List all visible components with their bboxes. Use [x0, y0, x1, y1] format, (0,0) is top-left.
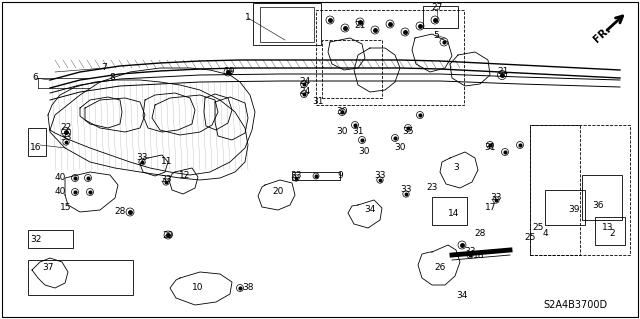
Bar — [545, 190, 585, 225]
Bar — [530, 125, 580, 255]
Text: 25: 25 — [524, 234, 536, 242]
Bar — [432, 197, 467, 225]
Text: 30: 30 — [336, 108, 348, 116]
Text: 33: 33 — [291, 170, 301, 180]
Text: 24: 24 — [300, 78, 310, 86]
Text: 40: 40 — [54, 174, 66, 182]
Text: 31: 31 — [484, 144, 496, 152]
Bar — [28, 230, 73, 248]
Text: S2A4B3700D: S2A4B3700D — [543, 300, 607, 310]
Text: 6: 6 — [32, 73, 38, 83]
Text: 20: 20 — [272, 188, 284, 197]
Bar — [595, 217, 625, 245]
Bar — [292, 172, 340, 180]
Text: 30: 30 — [336, 128, 348, 137]
Text: 33: 33 — [60, 133, 72, 143]
Text: 39: 39 — [568, 205, 580, 214]
Text: 34: 34 — [456, 292, 468, 300]
Text: 8: 8 — [109, 73, 115, 83]
Text: 27: 27 — [431, 4, 443, 12]
Text: 30: 30 — [394, 144, 406, 152]
Text: 25: 25 — [532, 224, 544, 233]
Bar — [28, 128, 46, 156]
Text: 28: 28 — [474, 228, 486, 238]
Text: 11: 11 — [161, 158, 173, 167]
Text: 12: 12 — [179, 172, 191, 181]
Text: FR.: FR. — [591, 24, 612, 44]
Bar — [28, 260, 133, 295]
Text: 36: 36 — [592, 201, 604, 210]
Text: 3: 3 — [453, 164, 459, 173]
Text: 31: 31 — [312, 98, 324, 107]
Text: 33: 33 — [136, 153, 148, 162]
Text: 31: 31 — [352, 128, 364, 137]
Text: 22: 22 — [60, 123, 72, 132]
Text: 16: 16 — [30, 144, 42, 152]
Text: 28: 28 — [115, 207, 125, 217]
Text: 29: 29 — [163, 231, 173, 240]
Text: 24: 24 — [300, 87, 310, 97]
Text: 33: 33 — [464, 248, 476, 256]
Text: 5: 5 — [433, 31, 439, 40]
Text: 40: 40 — [54, 188, 66, 197]
Text: 15: 15 — [60, 203, 72, 211]
Text: 33: 33 — [490, 194, 502, 203]
Text: 21: 21 — [497, 68, 509, 77]
Bar — [423, 6, 458, 28]
Text: 32: 32 — [30, 235, 42, 244]
Bar — [316, 10, 464, 105]
Text: 14: 14 — [448, 209, 460, 218]
Text: 26: 26 — [435, 263, 445, 272]
Text: 1: 1 — [245, 13, 251, 23]
Bar — [530, 125, 630, 255]
Text: 17: 17 — [485, 203, 497, 211]
Text: 18: 18 — [473, 250, 484, 259]
Text: 30: 30 — [358, 147, 370, 157]
Text: 38: 38 — [243, 283, 253, 292]
Text: 7: 7 — [101, 63, 107, 72]
Text: 34: 34 — [364, 205, 376, 214]
Text: 19: 19 — [224, 68, 236, 77]
Text: 33: 33 — [374, 172, 386, 181]
Text: 23: 23 — [426, 183, 438, 192]
Text: 9: 9 — [337, 170, 343, 180]
Text: 4: 4 — [542, 228, 548, 238]
Text: 33: 33 — [400, 186, 412, 195]
Text: 2: 2 — [609, 228, 615, 238]
Bar — [260, 7, 314, 42]
Text: 21: 21 — [355, 21, 365, 31]
Text: 35: 35 — [403, 128, 413, 137]
Text: 10: 10 — [192, 284, 204, 293]
Bar — [253, 3, 321, 45]
Text: 37: 37 — [42, 263, 54, 272]
Text: 13: 13 — [602, 224, 614, 233]
Text: 33: 33 — [160, 175, 172, 184]
Bar — [582, 175, 622, 220]
Bar — [322, 40, 382, 98]
